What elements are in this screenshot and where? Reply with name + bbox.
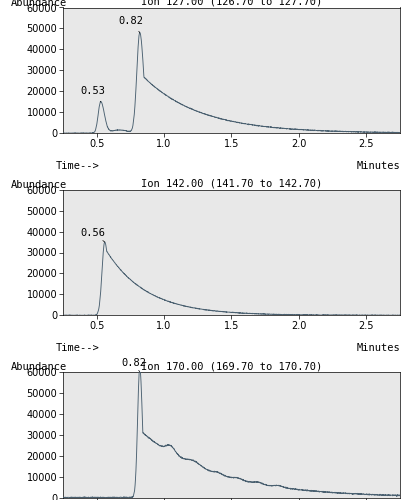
Text: Abundance: Abundance: [11, 180, 67, 190]
Text: Abundance: Abundance: [11, 0, 67, 8]
Text: 0.56: 0.56: [80, 228, 105, 242]
Text: 0.82: 0.82: [119, 16, 143, 32]
Text: Minutes: Minutes: [355, 161, 399, 171]
Text: Time-->: Time-->: [56, 161, 100, 171]
Title: Ion 142.00 (141.70 to 142.70): Ion 142.00 (141.70 to 142.70): [141, 179, 321, 189]
Text: 0.53: 0.53: [80, 86, 105, 102]
Text: Time-->: Time-->: [56, 343, 100, 353]
Text: 0.82: 0.82: [121, 358, 145, 372]
Title: Ion 170.00 (169.70 to 170.70): Ion 170.00 (169.70 to 170.70): [141, 361, 321, 371]
Text: Minutes: Minutes: [355, 343, 399, 353]
Text: Abundance: Abundance: [11, 362, 67, 372]
Title: Ion 127.00 (126.70 to 127.70): Ion 127.00 (126.70 to 127.70): [141, 0, 321, 6]
